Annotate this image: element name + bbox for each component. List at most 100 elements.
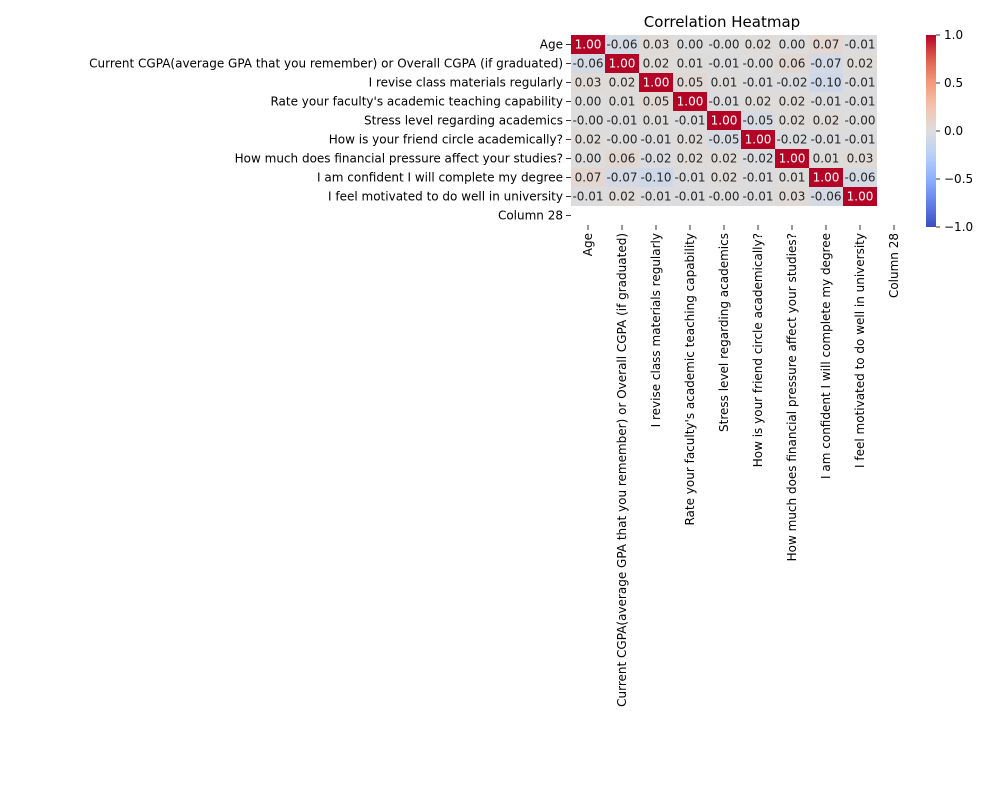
cell-value-label: 1.00 — [779, 152, 806, 166]
cell-value-label: -0.01 — [742, 171, 773, 185]
heatmap-cell — [809, 130, 843, 149]
cell-value-label: 1.00 — [677, 95, 704, 109]
cell-value-label: 0.01 — [813, 152, 840, 166]
row-label: How is your friend circle academically? — [329, 133, 563, 147]
cell-value-label: -0.06 — [572, 57, 603, 71]
heatmap-cell — [707, 130, 741, 149]
cell-value-label: 0.05 — [643, 95, 670, 109]
cell-value-label: 0.02 — [779, 95, 806, 109]
heatmap-cell — [571, 92, 605, 111]
heatmap-cell — [741, 73, 775, 92]
heatmap-cell — [707, 73, 741, 92]
cell-value-label: -0.07 — [810, 57, 841, 71]
column-label: Rate your faculty's academic teaching ca… — [683, 233, 697, 526]
cell-value-label: 0.02 — [609, 76, 636, 90]
cell-value-label: 0.02 — [609, 190, 636, 204]
cell-value-label: -0.01 — [674, 114, 705, 128]
heatmap-cell — [741, 92, 775, 111]
heatmap-cell — [571, 149, 605, 168]
cell-value-label: 1.00 — [575, 38, 602, 52]
heatmap-cell — [809, 73, 843, 92]
column-label: Stress level regarding academics — [717, 233, 731, 432]
cell-value-label: 0.02 — [779, 114, 806, 128]
heatmap-cell — [775, 54, 809, 73]
heatmap-cell — [707, 35, 741, 54]
heatmap-cell — [639, 187, 673, 206]
heatmap-cell — [775, 130, 809, 149]
cell-value-label: -0.01 — [708, 57, 739, 71]
cell-value-label: 0.01 — [711, 76, 738, 90]
heatmap-cell — [673, 111, 707, 130]
chart-title: Correlation Heatmap — [644, 13, 800, 31]
cell-value-label: -0.05 — [708, 133, 739, 147]
heatmap-cell — [673, 54, 707, 73]
heatmap-cell — [741, 54, 775, 73]
cell-value-label: -0.01 — [742, 190, 773, 204]
cell-value-label: -0.05 — [742, 114, 773, 128]
row-label: Rate your faculty's academic teaching ca… — [270, 95, 563, 109]
heatmap-cell — [775, 92, 809, 111]
cell-value-label: 0.01 — [609, 95, 636, 109]
colorbar: 1.0 0.5 0.0 −0.5 −1.0 — [926, 28, 973, 234]
column-label: I revise class materials regularly — [649, 233, 663, 427]
heatmap-cell — [809, 168, 843, 187]
cell-value-label: -0.01 — [606, 114, 637, 128]
heatmap-cell — [707, 187, 741, 206]
cell-value-label: -0.00 — [708, 190, 739, 204]
cell-value-label: -0.10 — [640, 171, 671, 185]
heatmap-cell — [741, 35, 775, 54]
heatmap-cell — [843, 187, 877, 206]
heatmap-cell — [775, 187, 809, 206]
heatmap-cell — [571, 54, 605, 73]
column-label: How much does financial pressure affect … — [785, 233, 799, 561]
heatmap-cell — [639, 168, 673, 187]
row-label: I revise class materials regularly — [369, 76, 563, 90]
heatmap-cell — [843, 54, 877, 73]
cell-value-label: 0.01 — [643, 114, 670, 128]
cell-value-label: -0.01 — [742, 76, 773, 90]
cell-value-label: 0.00 — [575, 95, 602, 109]
cell-value-label: 0.03 — [847, 152, 874, 166]
heatmap-cell — [571, 168, 605, 187]
cell-value-label: 0.06 — [779, 57, 806, 71]
heatmap-cell — [775, 111, 809, 130]
heatmap-cell — [741, 130, 775, 149]
cell-value-label: 0.03 — [575, 76, 602, 90]
heatmap-cell — [809, 149, 843, 168]
heatmap-cell — [843, 149, 877, 168]
heatmap-cell — [639, 35, 673, 54]
colorbar-tick-label: −0.5 — [944, 172, 973, 186]
heatmap-cell — [707, 111, 741, 130]
cell-value-label: 0.05 — [677, 76, 704, 90]
cell-value-label: -0.06 — [606, 38, 637, 52]
heatmap-cell — [775, 73, 809, 92]
heatmap-cell — [571, 187, 605, 206]
heatmap-cell — [809, 111, 843, 130]
cell-value-label: -0.02 — [776, 133, 807, 147]
heatmap-cell — [843, 111, 877, 130]
heatmap-cell — [639, 111, 673, 130]
row-label: Current CGPA(average GPA that you rememb… — [89, 57, 563, 71]
column-label: Column 28 — [887, 233, 901, 298]
cell-value-label: 0.02 — [575, 133, 602, 147]
heatmap-cell — [605, 130, 639, 149]
heatmap-cell — [673, 168, 707, 187]
heatmap-cell — [843, 35, 877, 54]
cell-value-label: 0.03 — [779, 190, 806, 204]
row-label: Column 28 — [498, 209, 563, 223]
colorbar-tick-label: −1.0 — [944, 220, 973, 234]
heatmap-cell — [843, 168, 877, 187]
colorbar-tick-label: 0.5 — [944, 76, 963, 90]
row-label: Stress level regarding academics — [364, 114, 563, 128]
heatmap-cell — [843, 73, 877, 92]
heatmap-cell — [775, 149, 809, 168]
row-label: Age — [540, 38, 563, 52]
heatmap-cell — [673, 130, 707, 149]
cell-value-label: 0.02 — [711, 152, 738, 166]
heatmap-cell — [605, 187, 639, 206]
heatmap-cell — [639, 149, 673, 168]
column-label: How is your friend circle academically? — [751, 233, 765, 467]
heatmap-cell — [639, 73, 673, 92]
cell-value-label: -0.01 — [844, 95, 875, 109]
